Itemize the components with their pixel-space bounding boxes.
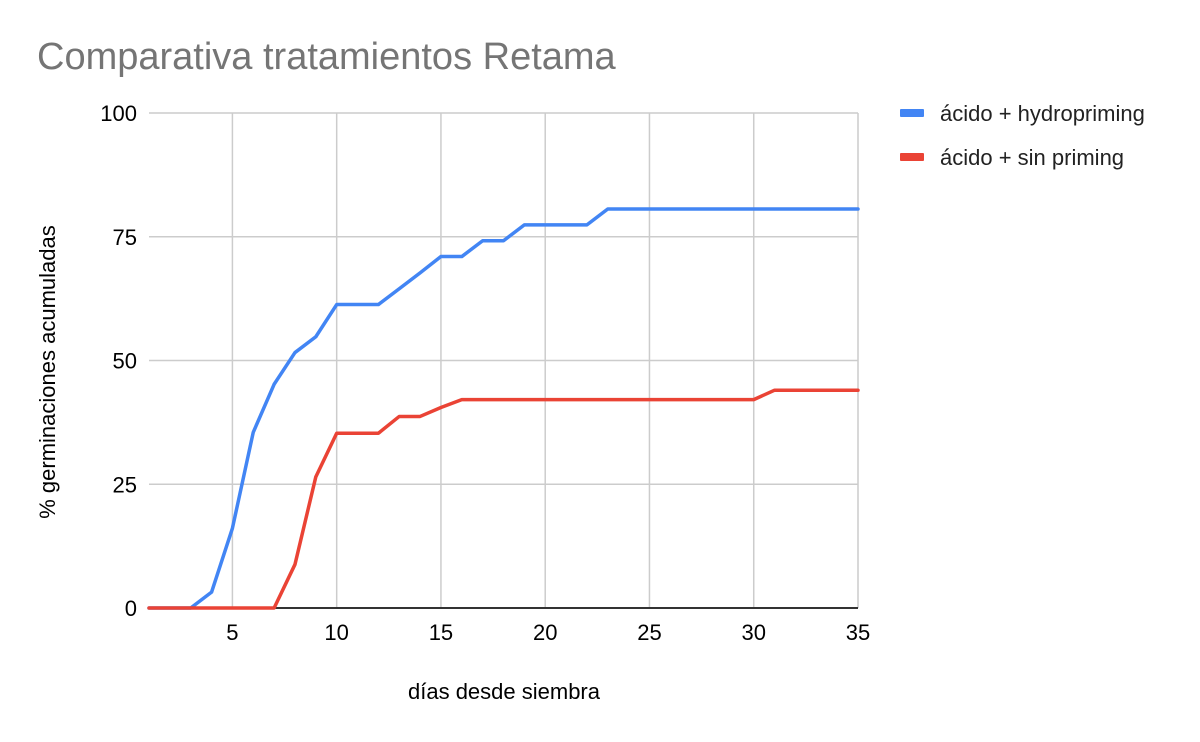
series-line-1 (147, 207, 860, 610)
legend-swatch-1 (900, 109, 924, 117)
legend-label-2: ácido + sin priming (940, 145, 1124, 170)
x-tick-label: 20 (533, 620, 557, 645)
y-tick-label: 50 (113, 349, 137, 374)
y-tick-label: 0 (125, 596, 137, 621)
legend-swatch-2 (900, 153, 924, 161)
x-tick-label: 10 (324, 620, 348, 645)
chart-title: Comparativa tratamientos Retama (37, 36, 617, 78)
series-line-2 (147, 388, 860, 610)
x-tick-label: 15 (429, 620, 453, 645)
x-axis-label: días desde siembra (408, 679, 601, 704)
x-tick-label: 35 (846, 620, 870, 645)
y-tick-label: 100 (100, 101, 137, 126)
y-tick-label: 25 (113, 472, 137, 497)
series-layer (147, 207, 860, 610)
x-tick-label: 25 (637, 620, 661, 645)
y-axis-label: % germinaciones acumuladas (35, 225, 60, 519)
x-tick-label: 30 (741, 620, 765, 645)
gridlines (149, 112, 859, 608)
tick-labels: 0 25 50 75 100 5 10 15 20 25 30 35 (100, 101, 870, 645)
x-tick-label: 5 (226, 620, 238, 645)
y-tick-label: 75 (113, 225, 137, 250)
legend-label-1: ácido + hydropriming (940, 101, 1145, 126)
legend: ácido + hydropriming ácido + sin priming (900, 101, 1145, 170)
